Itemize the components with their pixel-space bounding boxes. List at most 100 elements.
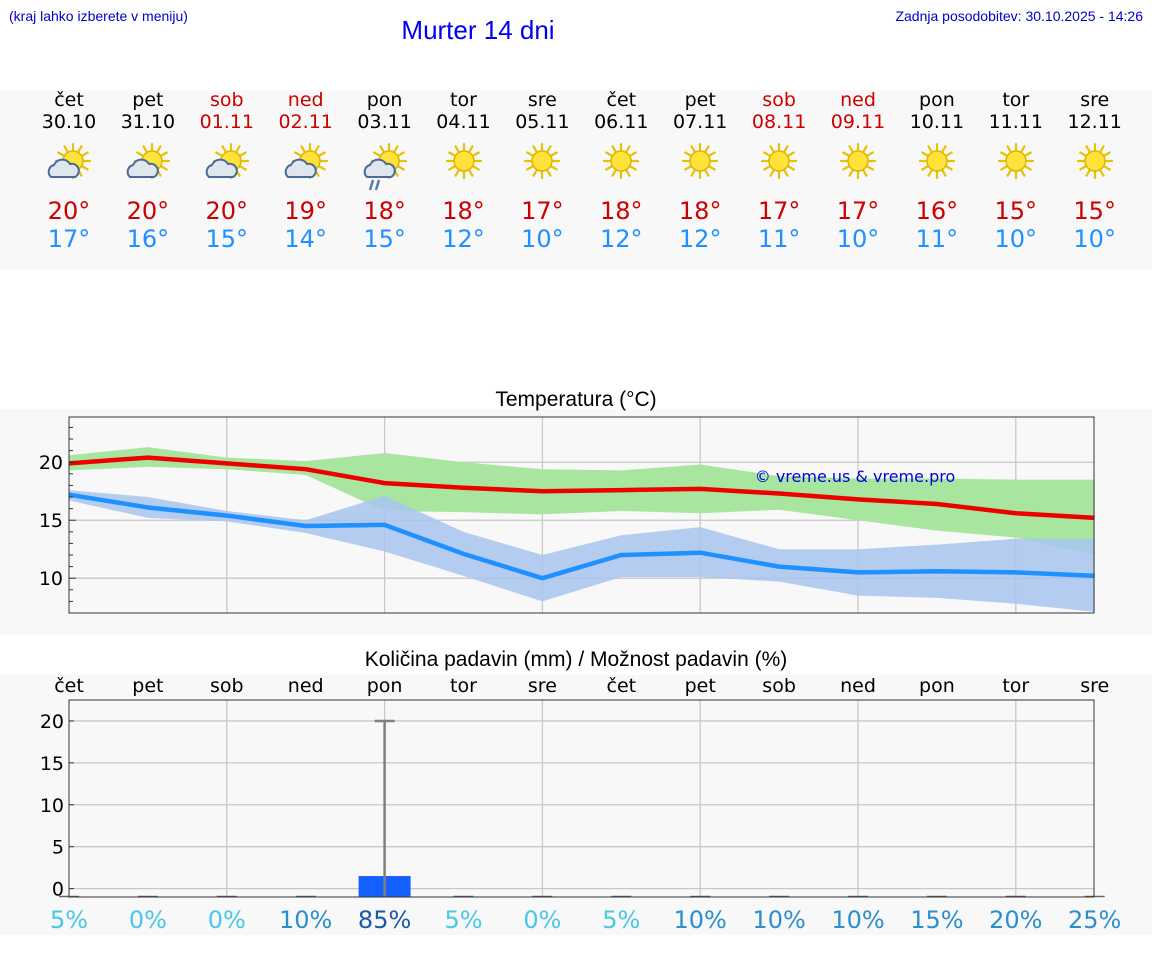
temp-min: 14° [284,225,327,253]
forecast-day: čet 06.11 [581,89,661,193]
page-title: Murter 14 dni [401,15,555,45]
forecast-day: pon 03.11 [345,89,425,193]
temp-max: 15° [1073,197,1116,225]
temp-min: 10° [836,225,880,253]
sun-icon [1076,142,1113,180]
precip-day-label: sre [1080,675,1109,697]
sun-cloud-icon [118,137,178,193]
precip-day-label: pet [685,675,716,697]
day-name: pon [366,89,403,111]
forecast-day: tor 11.11 [976,89,1056,193]
day-date: 31.10 [120,111,176,133]
temp-max: 18° [600,197,643,225]
cloud-icon [205,158,238,178]
sun-icon [986,137,1046,193]
forecast-strip [0,90,1152,270]
precip-day-label: ned [840,675,876,697]
precip-probability: 0% [208,906,246,934]
temp-min: 10° [994,225,1038,253]
y-tick-label: 20 [39,452,63,474]
day-date: 09.11 [830,111,886,133]
day-date: 03.11 [357,111,412,133]
precip-probability: 25% [1068,906,1121,934]
day-name: tor [1002,89,1030,111]
temp-max: 20° [205,197,249,225]
temp-max: 20° [47,197,91,225]
temp-max: 19° [284,197,327,225]
day-name: čet [54,89,84,111]
day-name: ned [287,89,324,111]
day-date: 04.11 [436,111,491,133]
precip-probability: 10% [752,906,805,934]
day-date: 11.11 [988,111,1043,133]
forecast-day: sob 01.11 [187,89,267,193]
day-date: 08.11 [751,111,807,133]
day-name: tor [450,89,477,111]
min-temp-line [68,492,1095,581]
sun-icon [749,137,809,193]
cloud-icon [47,158,80,178]
sun-icon [445,142,482,180]
forecast-day: tor 04.11 [424,89,504,193]
day-name: sre [527,89,557,111]
forecast-day: pet 07.11 [660,89,740,193]
precip-probability: 5% [50,906,88,934]
precip-probability: 10% [674,906,727,934]
sun-cloud-icon [276,137,336,193]
precip-day-label: tor [1002,675,1029,697]
precip-day-label: čet [607,675,637,697]
sun-cloud-icon [197,137,257,193]
sun-icon [760,142,798,180]
sun-icon [839,142,877,180]
y-tick-label: 15 [39,510,63,532]
precip-probability: 85% [358,906,411,934]
forecast-day: sob 08.11 [739,89,819,193]
y-tick-label: 10 [39,568,63,590]
sun-icon [682,142,719,180]
temp-min: 10° [521,225,564,253]
precip-probability: 5% [444,906,482,934]
plot-frame [68,416,1095,614]
sun-icon [907,137,967,193]
sun-icon [603,142,640,180]
precip-day-label: čet [54,675,84,697]
day-date: 10.11 [909,111,965,133]
precip-day-label: pon [919,675,955,697]
temp-max: 18° [678,197,722,225]
precip-day-label: pon [367,675,403,697]
y-tick-label: 5 [52,837,64,859]
temp-min: 15° [363,225,406,253]
temp-min: 15° [205,225,249,253]
precip-probability: 0% [129,906,167,934]
y-tick-label: 20 [40,711,64,733]
day-date: 02.11 [278,111,333,133]
day-name: pet [132,89,164,111]
sun-icon [828,137,888,193]
cloud-icon [363,158,396,178]
y-tick-label: 0 [52,879,64,901]
precip-probability: 10% [279,906,332,934]
precip-probability: 10% [831,906,884,934]
rain-icon [368,179,380,191]
forecast-day: ned 09.11 [818,89,898,193]
sun-cloud-rain-icon [355,137,415,193]
day-date: 05.11 [515,111,570,133]
precip-day-label: sob [762,675,796,697]
day-name: sob [762,89,796,111]
sun-icon [434,137,494,193]
temp-max: 17° [757,197,801,225]
temp-min: 11° [757,225,801,253]
day-name: sre [1080,89,1110,111]
day-date: 30.10 [41,111,97,133]
temp-min: 12° [600,225,643,253]
day-date: 07.11 [672,111,728,133]
forecast-day: pon 10.11 [897,89,977,193]
sun-cloud-icon [39,137,99,193]
temp-max: 16° [915,197,959,225]
temp-min: 12° [442,225,485,253]
temp-max: 18° [363,197,406,225]
temp-min: 12° [678,225,722,253]
temp-min: 17° [47,225,91,253]
precip-probability: 5% [602,906,640,934]
temperature-chart-title: Temperatura (°C) [495,388,657,411]
